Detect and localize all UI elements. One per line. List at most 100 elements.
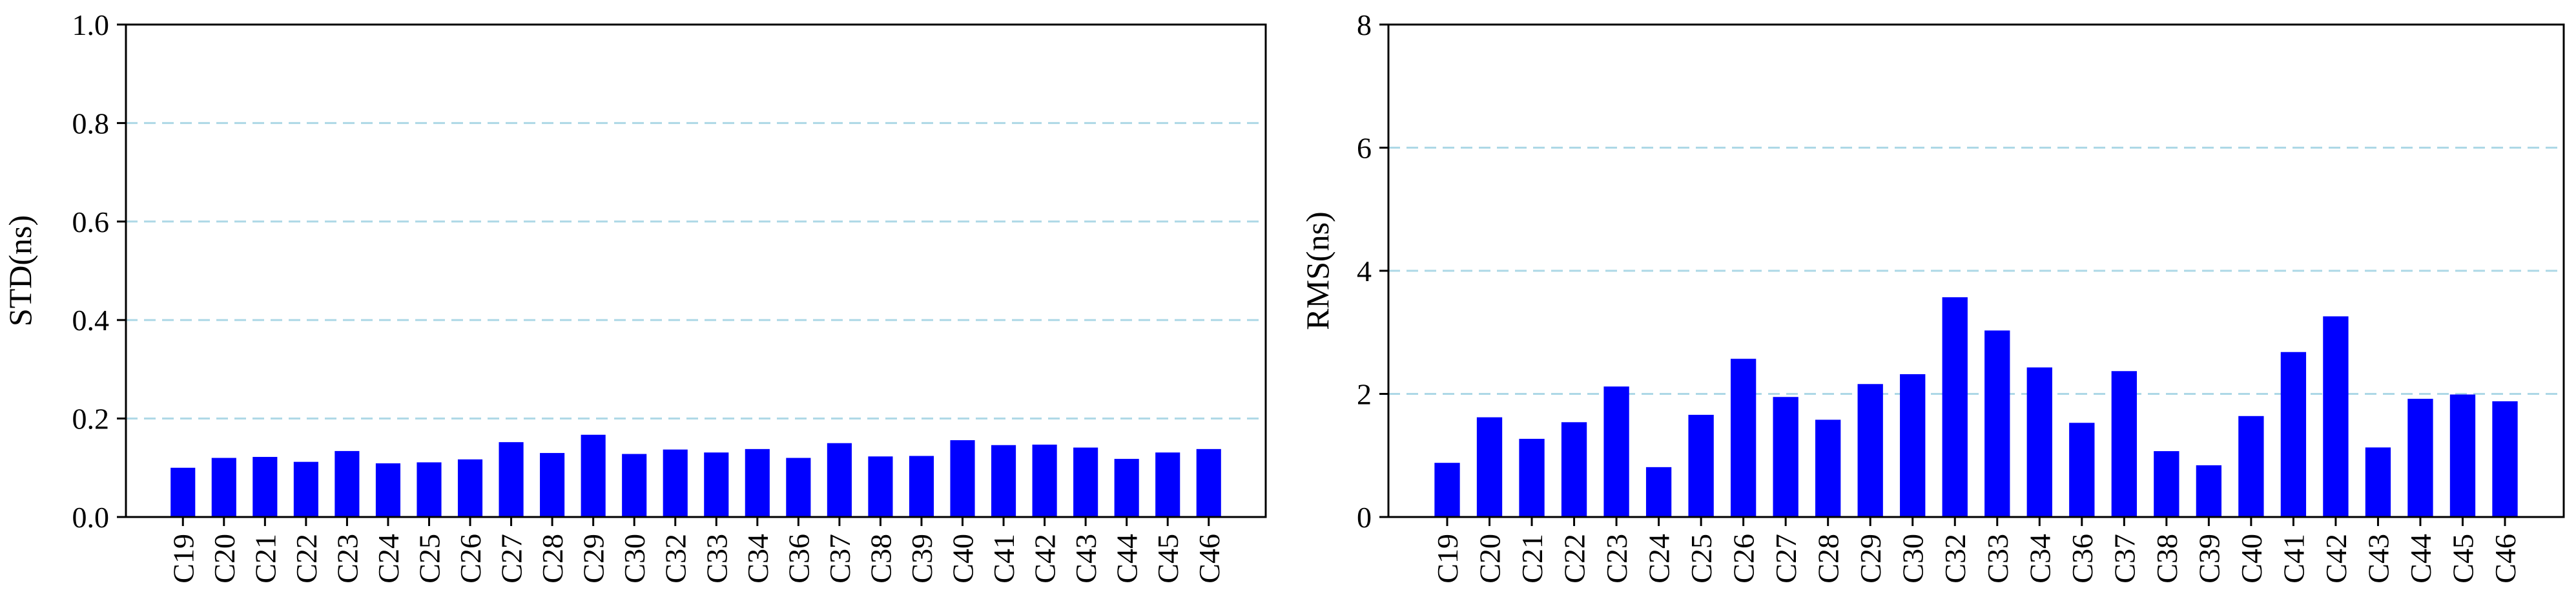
bar-c19 bbox=[170, 467, 196, 517]
bar-c27 bbox=[1773, 397, 1798, 517]
bar-c38 bbox=[868, 456, 893, 517]
y-tick-label: 8 bbox=[1357, 8, 1372, 41]
x-tick-label: C23 bbox=[1600, 534, 1633, 584]
bar-c23 bbox=[335, 450, 360, 517]
x-tick-label: C46 bbox=[2489, 534, 2522, 584]
x-tick-label: C46 bbox=[1193, 534, 1226, 584]
x-tick-label: C43 bbox=[1069, 534, 1102, 584]
bar-c30 bbox=[622, 454, 647, 517]
x-tick-label: C21 bbox=[1516, 534, 1549, 584]
bar-c25 bbox=[1688, 414, 1714, 517]
bar-c20 bbox=[1476, 417, 1503, 517]
x-tick-label: C24 bbox=[1643, 534, 1676, 584]
bar-c23 bbox=[1603, 386, 1629, 517]
bar-c30 bbox=[1900, 374, 1926, 517]
bar-c33 bbox=[704, 452, 729, 517]
bar-c29 bbox=[1857, 384, 1883, 517]
x-tick-label: C44 bbox=[1111, 534, 1144, 584]
x-tick-label: C36 bbox=[2066, 534, 2099, 584]
bar-c36 bbox=[2069, 423, 2095, 517]
bar-c19 bbox=[1434, 463, 1460, 517]
bar-c36 bbox=[786, 458, 811, 517]
x-tick-label: C45 bbox=[2446, 534, 2479, 584]
bar-c37 bbox=[2111, 371, 2137, 517]
x-tick-label: C27 bbox=[1769, 534, 1802, 584]
x-tick-label: C32 bbox=[1939, 534, 1972, 584]
x-tick-label: C37 bbox=[823, 534, 856, 584]
bar-c45 bbox=[2449, 394, 2476, 517]
y-tick-label: 0.6 bbox=[72, 206, 110, 238]
bar-c21 bbox=[1519, 439, 1545, 517]
bar-c34 bbox=[2026, 367, 2052, 517]
x-tick-label: C43 bbox=[2362, 534, 2395, 584]
x-tick-label: C26 bbox=[1727, 534, 1760, 584]
x-tick-label: C34 bbox=[2023, 534, 2056, 584]
y-tick-label: 0.0 bbox=[72, 501, 110, 534]
x-tick-label: C19 bbox=[1431, 534, 1464, 584]
y-tick-label: 6 bbox=[1357, 132, 1372, 165]
x-tick-label: C44 bbox=[2404, 534, 2437, 584]
y-axis-title: STD(ns) bbox=[2, 215, 38, 326]
x-tick-label: C21 bbox=[249, 534, 282, 584]
bar-c21 bbox=[252, 457, 278, 517]
x-tick-label: C40 bbox=[2235, 534, 2268, 584]
x-tick-label: C38 bbox=[2150, 534, 2183, 584]
x-tick-label: C29 bbox=[1854, 534, 1887, 584]
x-tick-label: C25 bbox=[413, 534, 446, 584]
x-tick-label: C37 bbox=[2108, 534, 2141, 584]
bar-c39 bbox=[909, 456, 934, 517]
bar-c43 bbox=[1073, 447, 1098, 517]
bar-c32 bbox=[663, 449, 688, 517]
bar-c44 bbox=[1114, 459, 1139, 517]
bar-c32 bbox=[1942, 297, 1968, 517]
y-tick-label: 1.0 bbox=[72, 8, 110, 41]
x-tick-label: C45 bbox=[1151, 534, 1184, 584]
bar-c33 bbox=[1984, 330, 2010, 517]
x-tick-label: C39 bbox=[2192, 534, 2225, 584]
y-tick-label: 0.4 bbox=[72, 304, 110, 337]
bar-c46 bbox=[1196, 448, 1221, 517]
x-tick-label: C27 bbox=[495, 534, 528, 584]
x-tick-label: C28 bbox=[536, 534, 569, 584]
y-tick-label: 4 bbox=[1357, 255, 1372, 288]
x-tick-label: C24 bbox=[372, 534, 405, 584]
x-tick-label: C36 bbox=[782, 534, 815, 584]
x-tick-label: C22 bbox=[290, 534, 323, 584]
bar-c42 bbox=[1032, 444, 1057, 517]
x-tick-label: C33 bbox=[700, 534, 733, 584]
bar-c43 bbox=[2365, 447, 2391, 517]
bar-c40 bbox=[950, 440, 975, 517]
bar-c22 bbox=[1561, 422, 1587, 517]
x-tick-label: C28 bbox=[1812, 534, 1845, 584]
bar-c37 bbox=[827, 443, 852, 517]
x-tick-label: C30 bbox=[618, 534, 651, 584]
bar-c38 bbox=[2154, 451, 2179, 517]
x-tick-label: C34 bbox=[741, 534, 774, 584]
bar-c39 bbox=[2196, 465, 2222, 517]
x-tick-label: C23 bbox=[331, 534, 364, 584]
bar-c46 bbox=[2492, 401, 2518, 517]
bar-c26 bbox=[457, 459, 483, 517]
y-tick-label: 0.8 bbox=[72, 107, 110, 140]
bar-c28 bbox=[1815, 419, 1841, 517]
bar-c28 bbox=[540, 452, 565, 517]
rms-chart-panel: 0 2 4 6 8 C19 C20 C21 C22 C23 C24 C25 C26 C27 C28 C29 C3… bbox=[1299, 8, 2565, 584]
x-tick-label: C19 bbox=[167, 534, 200, 584]
x-tick-label: C41 bbox=[987, 534, 1020, 584]
x-tick-label: C40 bbox=[947, 534, 980, 584]
x-tick-label: C20 bbox=[208, 534, 241, 584]
x-tick-label: C22 bbox=[1558, 534, 1591, 584]
x-tick-label: C38 bbox=[864, 534, 897, 584]
bar-c41 bbox=[991, 445, 1016, 517]
x-tick-label: C30 bbox=[1897, 534, 1930, 584]
x-tick-label: C25 bbox=[1685, 534, 1718, 584]
x-tick-label: C39 bbox=[905, 534, 938, 584]
bar-c29 bbox=[581, 434, 606, 517]
x-tick-label: C26 bbox=[454, 534, 487, 584]
y-tick-label: 2 bbox=[1357, 378, 1372, 411]
bar-c41 bbox=[2280, 352, 2307, 517]
y-tick-label: 0.2 bbox=[72, 403, 110, 436]
x-tick-label: C42 bbox=[2320, 534, 2353, 584]
